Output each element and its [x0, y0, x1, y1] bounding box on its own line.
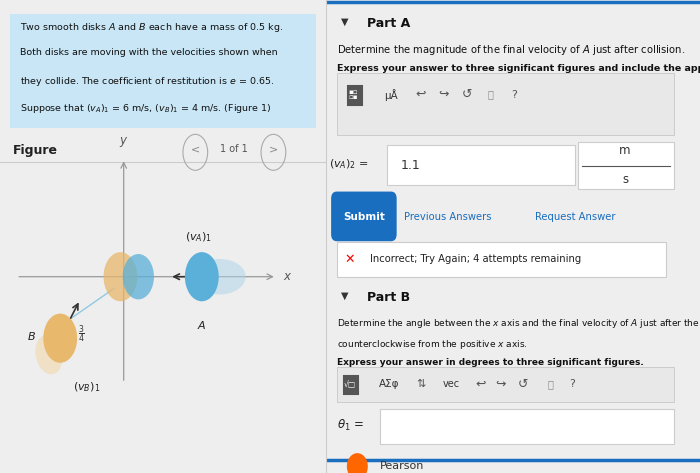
Text: $\theta_1$ =: $\theta_1$ = — [337, 418, 364, 433]
Text: ΑΣφ: ΑΣφ — [379, 379, 400, 389]
Text: Pearson: Pearson — [380, 461, 424, 472]
Text: 1.1: 1.1 — [400, 159, 420, 172]
Circle shape — [104, 252, 137, 301]
Text: $A$: $A$ — [197, 319, 206, 331]
Text: Incorrect; Try Again; 4 attempts remaining: Incorrect; Try Again; 4 attempts remaini… — [370, 254, 582, 264]
Text: Express your answer in degrees to three significant figures.: Express your answer in degrees to three … — [337, 358, 643, 367]
Ellipse shape — [194, 259, 246, 294]
Circle shape — [122, 254, 154, 299]
Text: $(v_A)_1$: $(v_A)_1$ — [185, 230, 212, 244]
Text: ↪: ↪ — [496, 377, 506, 391]
FancyBboxPatch shape — [387, 145, 575, 185]
Text: ?: ? — [512, 89, 517, 100]
FancyBboxPatch shape — [578, 142, 674, 189]
Text: √□: √□ — [344, 379, 356, 389]
Text: ✕: ✕ — [344, 253, 355, 266]
Text: P: P — [354, 461, 361, 472]
Text: $x$: $x$ — [284, 270, 293, 283]
Text: ?: ? — [569, 379, 575, 389]
Text: Express your answer to three significant figures and include the appropriate uni: Express your answer to three significant… — [337, 64, 700, 73]
Text: Submit: Submit — [343, 211, 385, 222]
Text: Both disks are moving with the velocities shown when: Both disks are moving with the velocitie… — [20, 48, 277, 57]
Text: ↩: ↩ — [416, 88, 426, 101]
FancyBboxPatch shape — [346, 84, 363, 106]
Text: ⬜: ⬜ — [547, 379, 553, 389]
Text: $(v_A)_2$ =: $(v_A)_2$ = — [329, 158, 369, 171]
Text: Part A: Part A — [367, 17, 410, 29]
Text: ⬜: ⬜ — [487, 89, 494, 100]
Text: $(v_B)_1$: $(v_B)_1$ — [74, 381, 101, 394]
Text: $\frac{3}{4}$: $\frac{3}{4}$ — [78, 324, 85, 345]
Text: Request Answer: Request Answer — [536, 211, 616, 222]
Text: ▼: ▼ — [340, 17, 348, 26]
FancyBboxPatch shape — [342, 374, 359, 395]
Text: ▼: ▼ — [340, 291, 348, 301]
FancyBboxPatch shape — [331, 192, 397, 241]
FancyBboxPatch shape — [380, 409, 674, 444]
Text: ↺: ↺ — [462, 88, 472, 101]
Text: they collide. The coefficient of restitution is $e$ = 0.65.: they collide. The coefficient of restitu… — [20, 75, 274, 88]
FancyBboxPatch shape — [337, 73, 674, 135]
Circle shape — [346, 453, 368, 473]
Text: μÅ: μÅ — [384, 88, 398, 101]
Text: counterclockwise from the positive $x$ axis.: counterclockwise from the positive $x$ a… — [337, 338, 527, 351]
Text: ↩: ↩ — [475, 377, 485, 391]
Text: Determine the angle between the $x$ axis and the final velocity of $A$ just afte: Determine the angle between the $x$ axis… — [337, 317, 700, 330]
Text: s: s — [622, 174, 628, 186]
Text: Suppose that $(v_A)_1$ = 6 m/s, $(v_B)_1$ = 4 m/s. (Figure 1): Suppose that $(v_A)_1$ = 6 m/s, $(v_B)_1… — [20, 102, 271, 115]
Text: ⇅: ⇅ — [416, 379, 426, 389]
Text: m: m — [620, 144, 631, 157]
Text: 1 of 1: 1 of 1 — [220, 144, 248, 154]
FancyBboxPatch shape — [337, 367, 674, 402]
Text: ▪▫
▫▪: ▪▫ ▫▪ — [349, 89, 358, 100]
FancyBboxPatch shape — [337, 242, 666, 277]
Text: >: > — [269, 144, 278, 154]
FancyBboxPatch shape — [10, 14, 316, 128]
Circle shape — [185, 252, 218, 301]
Text: Determine the magnitude of the final velocity of $A$ just after collision.: Determine the magnitude of the final vel… — [337, 43, 685, 57]
Ellipse shape — [35, 335, 62, 374]
Text: vec: vec — [442, 379, 459, 389]
Text: ↺: ↺ — [518, 377, 528, 391]
Text: <: < — [190, 144, 200, 154]
Text: Part B: Part B — [367, 291, 410, 304]
Text: Figure: Figure — [13, 144, 58, 157]
Text: ↪: ↪ — [438, 88, 449, 101]
Circle shape — [43, 314, 77, 363]
Text: $y$: $y$ — [119, 135, 128, 149]
Text: Two smooth disks $A$ and $B$ each have a mass of 0.5 kg.: Two smooth disks $A$ and $B$ each have a… — [20, 21, 283, 34]
Text: Previous Answers: Previous Answers — [404, 211, 491, 222]
Text: $B$: $B$ — [27, 330, 36, 342]
